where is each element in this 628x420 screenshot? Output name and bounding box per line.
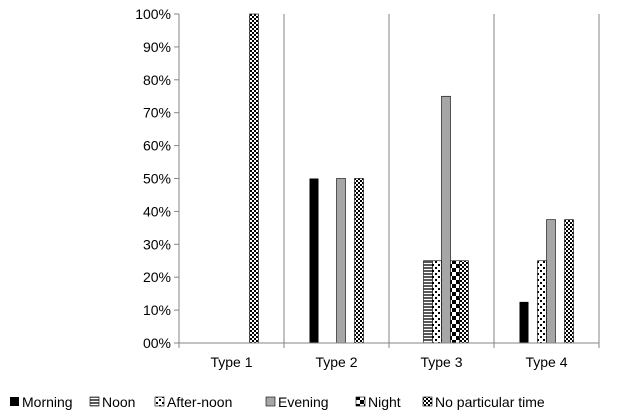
legend-label: Evening <box>278 394 329 410</box>
legend-label: Noon <box>102 394 135 410</box>
bar <box>423 260 433 344</box>
y-tick-label: 60% <box>143 138 171 154</box>
y-tick-label: 40% <box>143 203 171 219</box>
y-axis-ticks: 00% 10% 20% 30% 40% 50% 60% 70% 80% 90% 100% <box>135 6 179 351</box>
bar <box>432 260 442 344</box>
y-tick-label: 90% <box>143 39 171 55</box>
bars <box>249 13 574 344</box>
legend-label: Night <box>368 394 401 410</box>
bar <box>546 219 556 344</box>
bar <box>519 301 529 343</box>
bar <box>459 260 469 344</box>
bar <box>450 260 460 344</box>
legend-label: Morning <box>22 394 73 410</box>
bar <box>249 13 259 344</box>
x-tick-label: Type 2 <box>315 354 357 370</box>
legend-swatch <box>10 397 19 406</box>
legend-swatch <box>265 396 276 407</box>
legend-swatch <box>154 396 165 407</box>
x-tick-label: Type 3 <box>420 354 462 370</box>
x-tick-label: Type 4 <box>525 354 567 370</box>
y-tick-label: 70% <box>143 105 171 121</box>
legend-swatch <box>355 396 366 407</box>
bar <box>336 178 346 344</box>
legend-swatch <box>422 396 433 407</box>
grid-lines <box>283 14 600 343</box>
y-tick-label: 10% <box>143 302 171 318</box>
bar <box>309 178 319 343</box>
y-tick-label: 00% <box>143 335 171 351</box>
bar <box>354 178 364 344</box>
x-axis-ticks: Type 1 Type 2 Type 3 Type 4 <box>178 343 600 370</box>
y-tick-label: 30% <box>143 236 171 252</box>
legend-swatch <box>89 396 100 407</box>
y-tick-label: 100% <box>135 6 171 22</box>
legend-label: No particular time <box>435 394 545 410</box>
bar <box>564 219 574 344</box>
x-tick-label: Type 1 <box>210 354 252 370</box>
y-tick-label: 50% <box>143 171 171 187</box>
bar <box>441 95 451 344</box>
bar <box>537 260 547 344</box>
legend: Morning Noon After-noon Evening Night No part… <box>10 394 545 410</box>
y-tick-label: 80% <box>143 72 171 88</box>
legend-label: After-noon <box>167 394 232 410</box>
y-tick-label: 20% <box>143 269 171 285</box>
